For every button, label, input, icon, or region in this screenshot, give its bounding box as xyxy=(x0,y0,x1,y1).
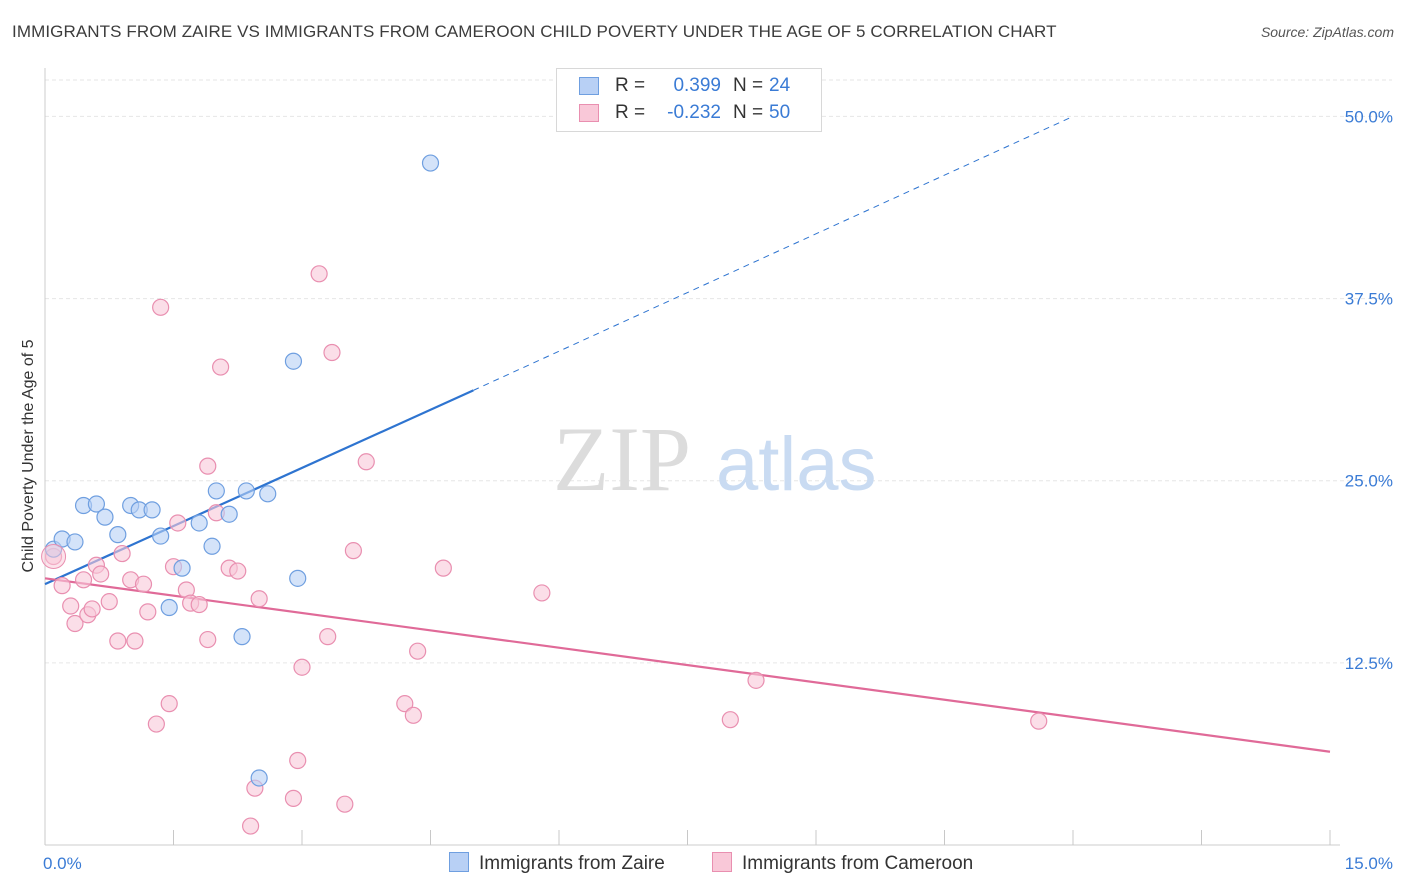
zaire-point xyxy=(259,485,277,503)
cameroon-point xyxy=(533,584,551,602)
bottom-legend-label-cameroon: Immigrants from Cameroon xyxy=(742,853,974,874)
cameroon-point xyxy=(113,544,131,563)
zaire-point xyxy=(143,501,161,519)
cameroon-point xyxy=(310,265,328,283)
cameroon-point xyxy=(169,514,187,532)
watermark-zip: ZIP xyxy=(553,408,691,510)
zaire-point xyxy=(152,527,170,545)
cameroon-point xyxy=(199,457,217,475)
zaire-point xyxy=(289,569,307,587)
cameroon-point xyxy=(289,751,307,770)
cameroon-point xyxy=(126,632,144,650)
cameroon-point xyxy=(100,593,118,611)
cameroon-point xyxy=(212,358,230,376)
zaire-point xyxy=(160,598,178,617)
gridlines xyxy=(45,79,1392,664)
y-tick-label: 12.5% xyxy=(1345,654,1393,673)
source-label: Source: ZipAtlas.com xyxy=(1260,24,1394,40)
cameroon-point xyxy=(409,642,427,660)
cameroon-point xyxy=(134,575,153,593)
zaire-point xyxy=(66,533,84,551)
zaire-point xyxy=(421,154,440,172)
legend-r-label: R = xyxy=(615,75,646,96)
cameroon-point xyxy=(747,671,765,689)
zaire-point xyxy=(109,526,127,544)
cameroon-point xyxy=(323,343,341,362)
cameroon-point xyxy=(284,789,303,807)
zaire-point xyxy=(203,537,221,555)
cameroon-point xyxy=(53,577,71,595)
cameroon-point xyxy=(152,298,170,316)
x-ticks xyxy=(44,830,1331,845)
cameroon-point xyxy=(199,630,217,649)
bottom-legend-swatch-zaire xyxy=(449,852,469,872)
cameroon-point xyxy=(293,658,311,676)
cameroon-point xyxy=(434,559,452,577)
x-tick-label: 0.0% xyxy=(43,854,82,873)
zaire-point xyxy=(87,495,106,513)
x-tick-labels: 0.0% 15.0% xyxy=(43,854,1393,873)
cameroon-point xyxy=(92,565,110,583)
cameroon-point xyxy=(190,595,208,614)
legend-n-value-cameroon: 50 xyxy=(769,102,791,123)
cameroon-point xyxy=(396,695,414,713)
legend-n-label: N = xyxy=(733,75,764,96)
bottom-legend-swatch-cameroon xyxy=(712,852,732,872)
legend-n-label: N = xyxy=(733,102,764,123)
cameroon-point xyxy=(139,603,157,621)
bottom-legend-cameroon: Immigrants from Cameroon xyxy=(712,852,973,875)
data-points xyxy=(41,154,1048,835)
y-axis-label: Child Poverty Under the Age of 5 xyxy=(20,339,37,572)
legend-swatch-zaire xyxy=(579,77,599,95)
cameroon-point xyxy=(344,542,362,560)
legend-n-value-zaire: 24 xyxy=(769,75,791,96)
legend-r-value-zaire: 0.399 xyxy=(673,75,721,96)
cameroon-point xyxy=(250,590,268,608)
cameroon-point xyxy=(109,632,127,650)
cameroon-trend-line xyxy=(44,577,1331,753)
stats-legend: R = 0.399 N = 24 R = -0.232 N = 50 xyxy=(556,68,822,132)
zaire-point xyxy=(190,514,208,532)
axes xyxy=(44,68,1340,846)
cameroon-point xyxy=(62,597,80,615)
watermark: ZIP atlas xyxy=(553,408,877,510)
zaire-point xyxy=(233,628,251,646)
cameroon-point xyxy=(41,543,67,569)
cameroon-point xyxy=(721,711,739,729)
y-tick-label: 37.5% xyxy=(1345,290,1393,309)
cameroon-point xyxy=(336,795,354,813)
zaire-trend-extension xyxy=(473,115,1074,391)
cameroon-point xyxy=(83,600,101,618)
zaire-trend-line xyxy=(44,389,474,586)
cameroon-point xyxy=(1030,712,1048,730)
cameroon-point xyxy=(404,706,422,724)
cameroon-point xyxy=(160,695,178,713)
cameroon-point xyxy=(319,628,337,646)
zaire-point xyxy=(96,508,114,526)
y-tick-label: 25.0% xyxy=(1345,472,1393,491)
watermark-atlas: atlas xyxy=(716,422,877,507)
bottom-legend-label-zaire: Immigrants from Zaire xyxy=(479,853,665,874)
legend-r-value-cameroon: -0.232 xyxy=(667,102,721,123)
zaire-point xyxy=(207,482,225,500)
zaire-point xyxy=(237,482,255,500)
x-tick-label: 15.0% xyxy=(1345,854,1393,873)
zaire-point xyxy=(173,559,191,577)
zaire-point xyxy=(284,352,303,370)
bottom-legend-zaire: Immigrants from Zaire xyxy=(449,852,665,875)
cameroon-point xyxy=(66,614,84,633)
zaire-point xyxy=(250,769,268,787)
y-tick-label: 50.0% xyxy=(1345,107,1393,126)
cameroon-point xyxy=(357,453,375,471)
cameroon-point xyxy=(229,562,247,580)
legend-r-label: R = xyxy=(615,102,646,123)
chart-title: IMMIGRANTS FROM ZAIRE VS IMMIGRANTS FROM… xyxy=(12,22,1057,41)
zaire-point xyxy=(220,505,238,523)
cameroon-point xyxy=(74,571,93,589)
cameroon-point xyxy=(242,817,260,835)
legend-swatch-cameroon xyxy=(579,104,599,122)
cameroon-point xyxy=(147,715,165,733)
y-tick-labels: 12.5% 25.0% 37.5% 50.0% xyxy=(1345,107,1393,672)
